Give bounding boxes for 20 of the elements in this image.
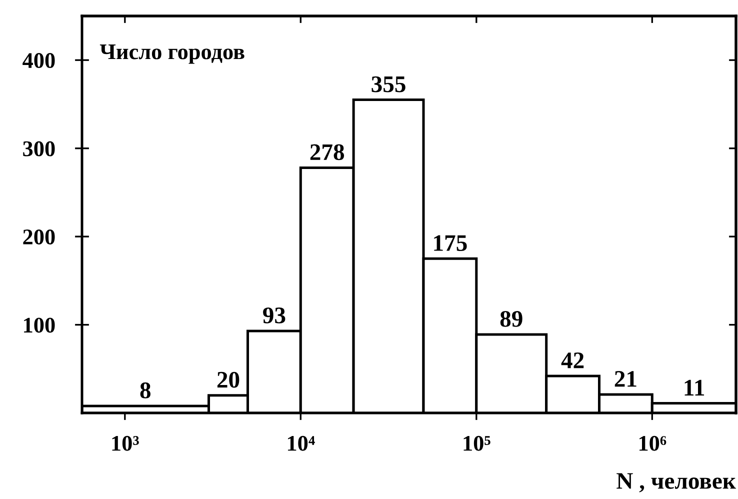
x-tick-label: 10³ [112, 436, 139, 451]
data-label: 355 [372, 76, 406, 92]
data-label: 21 [614, 371, 636, 387]
data-label: 42 [561, 352, 584, 368]
x-tick-label: 10⁴ [288, 436, 315, 451]
y-tick-label: 200 [23, 229, 55, 244]
data-label: 175 [434, 235, 467, 252]
y-tick-label: 400 [22, 53, 55, 68]
x-tick-label: 10⁵ [464, 436, 490, 451]
data-label: 93 [263, 308, 286, 324]
x-axis-title: N , человек [616, 473, 736, 492]
y-tick-label: 300 [23, 141, 55, 156]
x-tick-label: 10⁶ [639, 436, 666, 451]
data-label: 8 [140, 382, 150, 398]
data-label: 89 [500, 310, 522, 327]
data-label: 20 [217, 372, 240, 388]
y-tick-label: 100 [24, 318, 55, 333]
y-axis-title: Число городов [100, 44, 244, 64]
data-label: 11 [684, 380, 704, 396]
data-label: 278 [310, 144, 344, 160]
